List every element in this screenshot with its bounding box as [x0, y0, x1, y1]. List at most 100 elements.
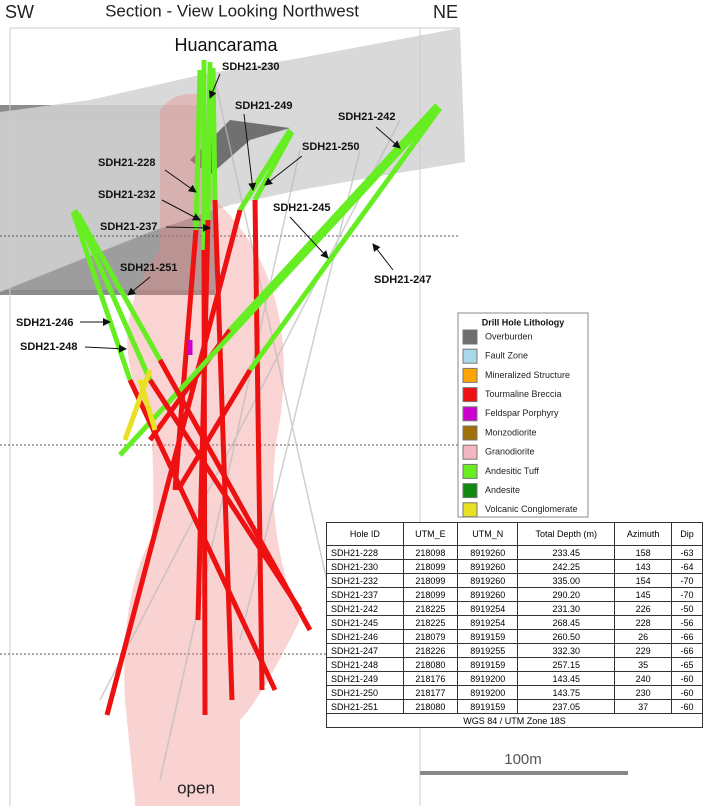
table-cell: 143 — [614, 559, 673, 574]
legend-label: Andesite — [485, 485, 520, 495]
legend-label: Monzodiorite — [485, 427, 537, 437]
table-row: SDH21-242 218225 8919254 231.30 226 -50 — [326, 601, 703, 616]
table-body: SDH21-228 218098 8919260 233.45 158 -63 SDH21-… — [326, 545, 703, 714]
legend-swatch — [462, 463, 478, 479]
table-cell: -65 — [671, 657, 703, 672]
table-cell: SDH21-247 — [326, 643, 404, 658]
table-cell: 26 — [614, 629, 673, 644]
legend-label: Feldspar Porphyry — [485, 408, 559, 418]
legend-swatch — [462, 502, 478, 518]
column-header: UTM_N — [457, 522, 519, 546]
table-cell: 268.45 — [517, 615, 616, 630]
hole-label: SDH21-250 — [302, 141, 359, 153]
table-cell: -56 — [671, 615, 703, 630]
table-cell: 218079 — [402, 629, 459, 644]
table-row: SDH21-232 218099 8919260 335.00 154 -70 — [326, 573, 703, 588]
table-row: SDH21-249 218176 8919200 143.45 240 -60 — [326, 671, 703, 686]
table-cell: 143.45 — [517, 671, 616, 686]
table-cell: SDH21-245 — [326, 615, 404, 630]
hole-label: SDH21-246 — [16, 317, 73, 329]
table-cell: 332.30 — [517, 643, 616, 658]
legend-swatch — [462, 406, 478, 422]
table-cell: SDH21-232 — [326, 573, 404, 588]
table-cell: 8919159 — [457, 629, 519, 644]
peak-label: Huancarama — [174, 35, 278, 55]
table-cell: 8919260 — [457, 587, 519, 602]
table-cell: 260.50 — [517, 629, 616, 644]
table-cell: 218098 — [402, 545, 459, 560]
scale-label: 100m — [504, 751, 542, 768]
table-row: SDH21-237 218099 8919260 290.20 145 -70 — [326, 587, 703, 602]
legend-label: Volcanic Conglomerate — [485, 504, 578, 514]
table-cell: 257.15 — [517, 657, 616, 672]
table-cell: 218225 — [402, 615, 459, 630]
label-arrows — [80, 73, 401, 353]
table-cell: -60 — [671, 671, 703, 686]
table-header: Hole ID UTM_E UTM_N Total Depth (m) Azimuth D… — [326, 522, 703, 546]
legend-swatch — [462, 387, 478, 403]
table-cell: SDH21-242 — [326, 601, 404, 616]
legend-swatch — [462, 483, 478, 499]
table-row: SDH21-247 218226 8919255 332.30 229 -66 — [326, 643, 703, 658]
table-cell: -66 — [671, 643, 703, 658]
column-header: Hole ID — [326, 522, 404, 546]
hole-label: SDH21-251 — [120, 262, 177, 274]
legend-swatch — [462, 348, 478, 364]
legend-swatch — [462, 444, 478, 460]
table-row: SDH21-228 218098 8919260 233.45 158 -63 — [326, 545, 703, 560]
legend-label: Mineralized Structure — [485, 370, 570, 380]
column-header: Total Depth (m) — [517, 522, 616, 546]
table-cell: 158 — [614, 545, 673, 560]
table-cell: 218225 — [402, 601, 459, 616]
table-cell: 154 — [614, 573, 673, 588]
table-cell: 218177 — [402, 685, 459, 700]
table-cell: 8919260 — [457, 545, 519, 560]
hole-label: SDH21-242 — [338, 111, 395, 123]
table-cell: SDH21-250 — [326, 685, 404, 700]
table-cell: 8919200 — [457, 671, 519, 686]
table-cell: 218099 — [402, 559, 459, 574]
collar-table: Hole ID UTM_E UTM_N Total Depth (m) Azimuth D… — [326, 522, 703, 728]
table-cell: -70 — [671, 573, 703, 588]
legend-label: Overburden — [485, 331, 533, 341]
legend-swatch — [462, 367, 478, 383]
table-cell: 218226 — [402, 643, 459, 658]
table-cell: -60 — [671, 699, 703, 714]
table-row: SDH21-230 218099 8919260 242.25 143 -64 — [326, 559, 703, 574]
table-cell: -64 — [671, 559, 703, 574]
table-cell: 229 — [614, 643, 673, 658]
table-cell: 233.45 — [517, 545, 616, 560]
table-cell: 226 — [614, 601, 673, 616]
table-footer-row: WGS 84 / UTM Zone 18S — [326, 713, 703, 728]
legend-items: Overburden Fault Zone Mineralized Structur… — [462, 329, 578, 518]
table-cell: -50 — [671, 601, 703, 616]
table-cell: 218080 — [402, 657, 459, 672]
legend-label: Fault Zone — [485, 351, 528, 361]
legend-label: Granodiorite — [485, 447, 535, 457]
table-cell: 8919159 — [457, 699, 519, 714]
table-cell: -66 — [671, 629, 703, 644]
legend-box — [457, 312, 589, 518]
table-cell: 143.75 — [517, 685, 616, 700]
table-cell: 218080 — [402, 699, 459, 714]
projected-holes — [99, 79, 401, 781]
drill-holes — [70, 60, 443, 716]
hole-label: SDH21-248 — [20, 341, 77, 353]
hole-label: SDH21-237 — [100, 221, 157, 233]
table-cell: 335.00 — [517, 573, 616, 588]
legend-label: Tourmaline Breccia — [485, 389, 562, 399]
table-cell: SDH21-249 — [326, 671, 404, 686]
table-cell: -63 — [671, 545, 703, 560]
table-cell: 8919260 — [457, 559, 519, 574]
table-cell: -60 — [671, 685, 703, 700]
table-row: SDH21-250 218177 8919200 143.75 230 -60 — [326, 685, 703, 700]
direction-label: NE — [433, 2, 458, 22]
legend-swatch — [462, 329, 478, 345]
table-cell: 37 — [614, 699, 673, 714]
table-footer: WGS 84 / UTM Zone 18S — [326, 713, 703, 728]
table-cell: 35 — [614, 657, 673, 672]
table-cell: 218099 — [402, 573, 459, 588]
table-cell: 237.05 — [517, 699, 616, 714]
